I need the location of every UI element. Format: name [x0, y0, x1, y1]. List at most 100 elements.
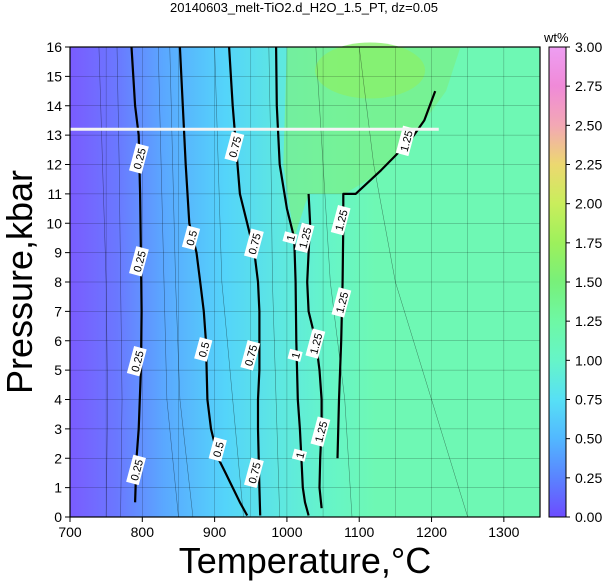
y-tick-label: 9 [54, 245, 62, 261]
contour-line [275, 46, 310, 516]
colorbar-tick-label: 0.75 [575, 392, 602, 408]
contour-label-text: 0.25 [129, 458, 146, 482]
x-tick-label: 800 [131, 524, 155, 540]
contour-label-text: 1 [285, 234, 298, 243]
y-tick-label: 5 [54, 362, 62, 378]
contour-label-text: 0.5 [197, 341, 213, 359]
contour-label-bg [331, 287, 352, 318]
y-axis-label: Pressure,kbar [0, 169, 40, 395]
contour-label-bg [282, 231, 298, 245]
minor-contour [315, 46, 353, 518]
contour-label: 1.25 [331, 287, 352, 318]
contour-label-bg [181, 225, 201, 251]
contour-label: 0.75 [224, 131, 245, 162]
contour-label: 0.25 [129, 143, 149, 174]
contour-label-text: 0.25 [130, 350, 147, 374]
contour-label-bg [294, 222, 315, 254]
contour-label-bg [194, 337, 213, 362]
heatmap-region-high [283, 47, 461, 238]
contour-label-bg [287, 348, 303, 362]
y-tick-label: 8 [54, 274, 62, 290]
contour-label-bg [330, 204, 351, 236]
contour-label: 0.5 [194, 337, 213, 362]
contour-label-text: 0.75 [243, 344, 260, 368]
contour-label-bg [126, 454, 146, 486]
minor-contour [158, 46, 179, 518]
colorbar-tick-label: 3.00 [575, 39, 602, 55]
colorbar-tick-label: 0.25 [575, 470, 602, 486]
minor-contour [98, 46, 108, 518]
colorbar [548, 46, 567, 518]
contour-label-text: 1 [290, 351, 303, 360]
contour-label: 1.25 [330, 204, 351, 236]
colorbar-tick-label: 2.25 [575, 157, 602, 173]
y-tick-label: 12 [46, 157, 62, 173]
contour-label-text: 1.25 [334, 209, 351, 233]
contour-label-bg [305, 328, 326, 359]
contour-label-text: 1.25 [297, 226, 314, 250]
contour-label: 1.25 [395, 125, 416, 157]
contour-label: 1 [291, 448, 308, 462]
y-tick-label: 10 [46, 215, 62, 231]
contour-label-text: 0.75 [247, 232, 264, 256]
contour-label: 0.5 [208, 437, 227, 462]
contour-label-bg [243, 228, 264, 259]
y-tick-label: 0 [54, 509, 62, 525]
contour-label: 1 [287, 348, 303, 362]
contour-label-text: 1.25 [313, 420, 330, 444]
contour-label-bg [126, 345, 147, 377]
x-tick-label: 1200 [416, 524, 447, 540]
colorbar-tick-label: 1.50 [575, 274, 602, 290]
y-tick-label: 15 [46, 68, 62, 84]
contour-label: 0.25 [129, 246, 149, 277]
colorbar-tick-label: 1.75 [575, 235, 602, 251]
x-tick-label: 900 [203, 524, 227, 540]
y-tick-label: 7 [54, 303, 62, 319]
contour-label-text: 0.5 [211, 441, 227, 459]
contour-line [130, 46, 143, 503]
contour-label-text: 1.25 [308, 332, 325, 356]
contour-label-text: 0.25 [132, 147, 149, 171]
contour-label: 1.25 [310, 416, 331, 447]
contour-label-text: 0.5 [185, 229, 201, 247]
chart-title: 20140603_melt-TiO2.d_H2O_1.5_PT, dz=0.05 [170, 0, 438, 15]
contour-label-bg [129, 246, 149, 277]
contour-label: 0.75 [243, 457, 264, 489]
y-tick-label: 1 [54, 480, 62, 496]
x-tick-label: 1000 [271, 524, 302, 540]
contour-label-text: 1.25 [399, 129, 416, 153]
minor-contour [116, 46, 123, 518]
minor-contour [214, 46, 244, 518]
colorbar-tick-label: 1.00 [575, 352, 602, 368]
contour-label: 0.5 [181, 225, 201, 251]
minor-contour [169, 46, 194, 518]
colorbar-tick-label: 0.50 [575, 431, 602, 447]
contour-label-bg [310, 416, 331, 447]
contour-label: 0.25 [126, 454, 146, 486]
contour-line [336, 90, 437, 459]
contour-label-bg [243, 457, 264, 489]
contour-label-bg [224, 131, 245, 162]
minor-contour [268, 46, 280, 518]
y-tick-label: 16 [46, 39, 62, 55]
contour-label: 1.25 [305, 328, 326, 359]
contour-label: 0.75 [243, 228, 264, 259]
contour-label-bg [240, 340, 261, 371]
y-tick-label: 14 [46, 98, 62, 114]
contour-label-bg [291, 448, 308, 462]
contour-label-text: 1 [294, 451, 307, 460]
x-tick-label: 1100 [344, 524, 374, 540]
contour-label: 0.75 [240, 340, 261, 371]
y-tick-label: 4 [54, 392, 62, 408]
colorbar-tick-label: 2.75 [575, 78, 602, 94]
contour-label-bg [395, 125, 416, 157]
colorbar-tick-label: 0.00 [575, 509, 602, 525]
contour-label-bg [129, 143, 149, 174]
colorbar-tick-label: 2.00 [575, 196, 602, 212]
x-tick-label: 700 [58, 524, 82, 540]
contour-label: 1 [282, 231, 298, 245]
contour-label-text: 1.25 [334, 291, 351, 315]
y-tick-label: 13 [46, 127, 62, 143]
